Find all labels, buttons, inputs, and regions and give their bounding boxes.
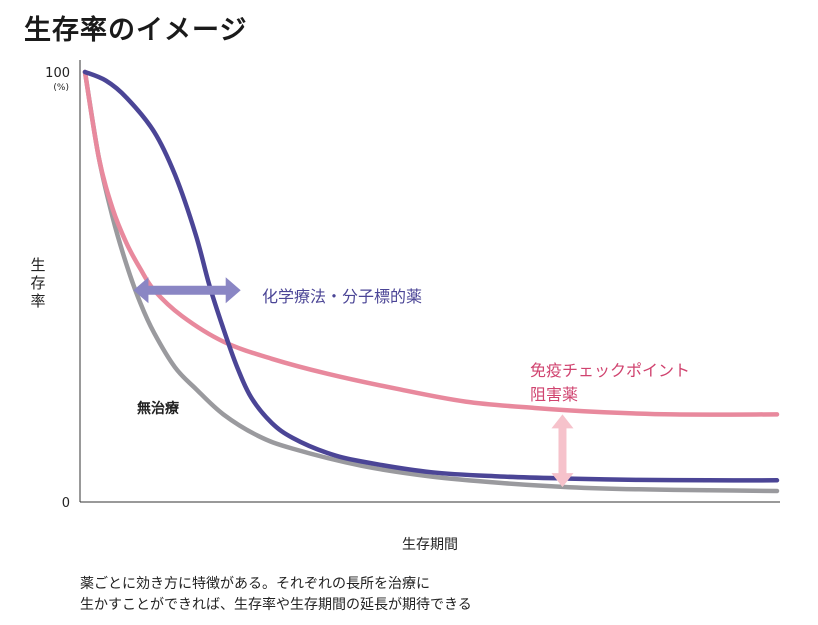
annotation-immuno-label-line2: 阻害薬 [530, 385, 578, 404]
immuno-effect-arrow [551, 414, 574, 488]
immuno-effect-arrow-shape [551, 414, 574, 488]
chemo-effect-arrow [133, 277, 241, 304]
caption-line-2: 生かすことができれば、生存率や生存期間の延長が期待できる [80, 597, 472, 613]
caption: 薬ごとに効き方に特徴がある。それぞれの長所を治療に 生かすことができれば、生存率… [80, 574, 472, 616]
series-line-chemo [82, 69, 780, 483]
y-unit-label: (%) [53, 83, 69, 93]
y-axis-label-char: 存 [30, 274, 45, 292]
annotation-chemo-label: 化学療法・分子標的薬 [262, 287, 422, 306]
annotation-immuno-label-line1: 免疫チェックポイント [530, 361, 690, 380]
chemo-effect-arrow-shape [133, 277, 241, 304]
page-title: 生存率のイメージ [24, 15, 248, 46]
y-tick-label-100: 100 [45, 66, 70, 81]
caption-line-1: 薬ごとに効き方に特徴がある。それぞれの長所を治療に [80, 576, 430, 592]
series-line-immuno [82, 69, 780, 417]
series-layer [82, 69, 780, 494]
y-axis-label: 生存率 [30, 256, 45, 310]
x-axis-label: 生存期間 [402, 537, 458, 553]
series-line-no-treatment [82, 69, 780, 494]
y-axis-label-char: 率 [30, 292, 45, 310]
annotation-layer: 化学療法・分子標的薬 免疫チェックポイント 阻害薬 無治療 [137, 287, 690, 417]
arrow-layer [133, 277, 574, 488]
y-tick-label-0: 0 [62, 496, 70, 511]
annotation-no-treatment-label: 無治療 [137, 400, 180, 417]
chart-axes: 100 (%) 0 生存率 生存期間 [30, 60, 780, 553]
y-axis-label-char: 生 [30, 256, 45, 274]
